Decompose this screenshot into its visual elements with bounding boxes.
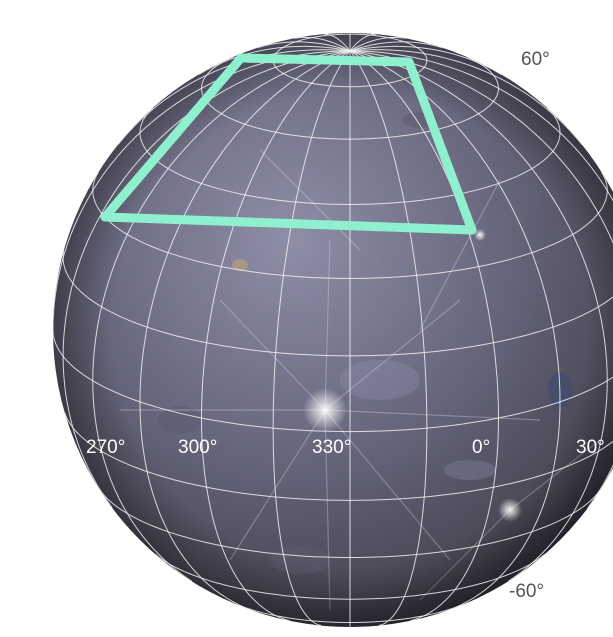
graticule-lines bbox=[53, 33, 613, 627]
meridian-line bbox=[349, 50, 608, 582]
meridian-line bbox=[349, 50, 428, 626]
meridian-line bbox=[139, 50, 351, 611]
parallel-line bbox=[64, 412, 613, 501]
parallel-line bbox=[272, 33, 428, 88]
meridian-line bbox=[349, 50, 613, 321]
parallel-line bbox=[53, 329, 613, 433]
parallel-line bbox=[236, 603, 464, 623]
parallel-line bbox=[139, 107, 561, 206]
parallel-line bbox=[154, 553, 546, 600]
longitude-label-270: 270° bbox=[86, 437, 126, 458]
parallel-line bbox=[62, 250, 613, 357]
parallel-line bbox=[100, 490, 600, 558]
meridian-line bbox=[349, 50, 500, 622]
longitude-label-0: 0° bbox=[472, 437, 491, 458]
meridian-line bbox=[349, 41, 443, 52]
meridian-line bbox=[349, 50, 613, 509]
latitude-label-60n: 60° bbox=[521, 49, 550, 70]
meridian-line bbox=[272, 50, 351, 626]
meridian-line bbox=[92, 50, 351, 582]
parallel-line bbox=[200, 56, 500, 140]
parallel-line bbox=[92, 171, 608, 279]
latitude-label-60s: -60° bbox=[509, 581, 545, 602]
meridian-line bbox=[349, 33, 377, 52]
longitude-label-300: 300° bbox=[178, 437, 218, 458]
longitude-label-330: 330° bbox=[312, 437, 352, 458]
meridian-line bbox=[294, 36, 351, 52]
meridian-line bbox=[349, 50, 561, 611]
longitude-label-30: 30° bbox=[576, 437, 605, 458]
meridian-line bbox=[257, 41, 351, 52]
meridian-line bbox=[62, 50, 351, 509]
meridian-line bbox=[349, 36, 406, 52]
meridian-line bbox=[200, 50, 351, 622]
meridian-line bbox=[323, 33, 351, 52]
highlighted-region-outline bbox=[100, 53, 477, 235]
